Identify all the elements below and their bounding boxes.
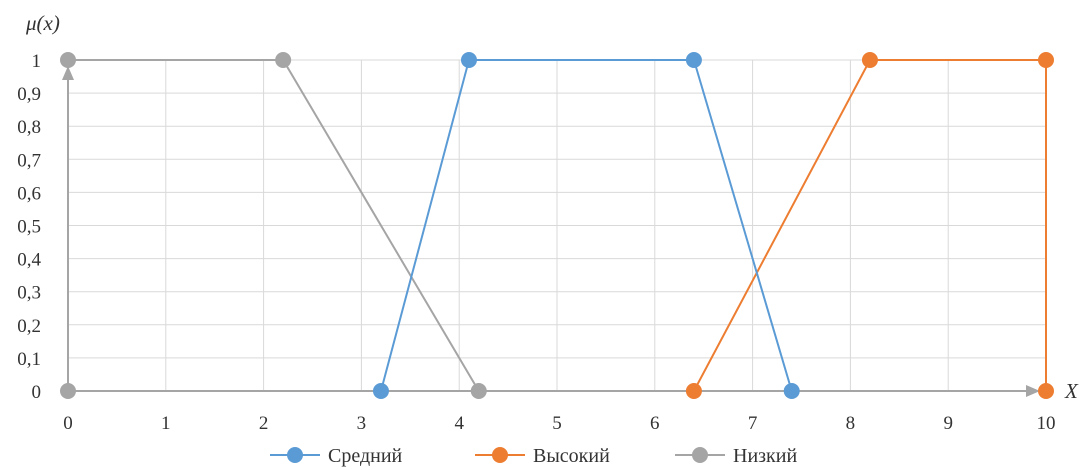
x-tick-label: 2: [259, 413, 269, 434]
series-line: [379, 59, 793, 392]
data-point: [60, 383, 76, 399]
x-tick-label: 6: [650, 413, 660, 434]
legend: Средний Высокий Низкий: [270, 445, 797, 467]
x-axis-title: X: [1064, 379, 1079, 403]
y-tick-label: 0,3: [17, 283, 41, 304]
y-tick-label: 0,1: [17, 349, 41, 370]
data-point: [685, 383, 702, 399]
x-tick-label: 8: [846, 413, 856, 434]
legend-marker-icon: [492, 447, 508, 463]
legend-marker-icon: [692, 447, 708, 463]
x-tick-label: 9: [943, 413, 953, 434]
data-point: [861, 52, 878, 68]
data-point: [470, 383, 487, 399]
legend-item-Средний: Средний: [270, 445, 403, 467]
legend-item-Низкий: Низкий: [675, 445, 797, 467]
legend-label: Высокий: [533, 445, 610, 467]
tick-labels: 0 1 2 3 4 5 6 7 8 9 10 0 0,1 0,2 0,3 0,4 0,5 0,6 0,7 0,8 0,9…: [17, 51, 1055, 434]
series-Средний: [372, 52, 800, 399]
x-tick-label: 5: [552, 413, 562, 434]
axes: [62, 66, 1040, 397]
y-axis-title: μ(x): [25, 11, 60, 35]
grid: [67, 59, 1047, 392]
data-point: [460, 52, 477, 68]
y-tick-label: 0,5: [17, 217, 41, 238]
y-tick-label: 0,9: [17, 84, 41, 105]
legend-label: Средний: [328, 445, 403, 467]
data-point: [60, 52, 76, 68]
y-tick-label: 0: [32, 382, 42, 403]
y-tick-label: 0,2: [17, 316, 41, 337]
y-tick-label: 0,8: [17, 117, 41, 138]
x-tick-label: 1: [161, 413, 171, 434]
data-point: [1038, 383, 1054, 399]
series-layer: [60, 52, 1054, 399]
series-line: [693, 59, 1047, 392]
data-point: [372, 383, 389, 399]
x-tick-label: 7: [748, 413, 758, 434]
x-tick-label: 0: [63, 413, 73, 434]
y-tick-label: 0,7: [17, 150, 41, 171]
data-point: [685, 52, 702, 68]
x-tick-label: 10: [1037, 413, 1056, 434]
data-point: [275, 52, 292, 68]
y-tick-label: 0,4: [17, 250, 41, 271]
series-Низкий: [60, 52, 487, 399]
series-Высокий: [685, 52, 1054, 399]
data-point: [1038, 52, 1054, 68]
y-tick-label: 0,6: [17, 183, 41, 204]
y-tick-label: 1: [32, 51, 42, 72]
legend-label: Низкий: [733, 445, 797, 467]
x-tick-label: 3: [357, 413, 367, 434]
x-tick-label: 4: [454, 413, 464, 434]
x-axis-arrow-icon: [1026, 385, 1040, 397]
legend-marker-icon: [287, 447, 303, 463]
data-point: [783, 383, 800, 399]
series-line: [67, 59, 480, 392]
legend-item-Высокий: Высокий: [475, 445, 610, 467]
